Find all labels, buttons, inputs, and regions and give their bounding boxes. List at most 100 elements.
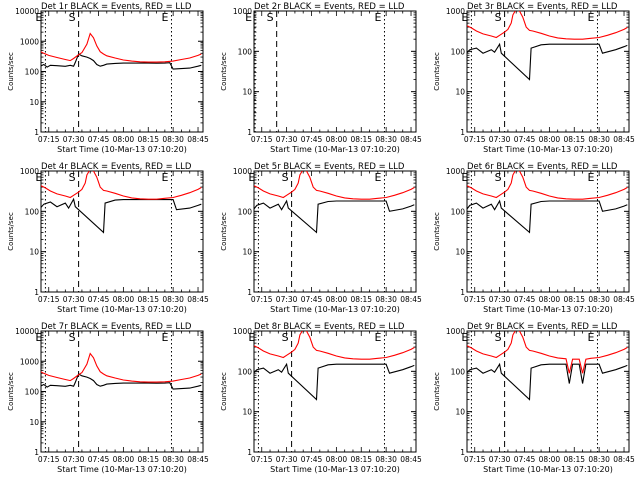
lld-series-line	[41, 352, 202, 383]
detector-panel: Det 2r BLACK = Events, RED = LLD 1 10 100 10…	[220, 2, 422, 154]
chart-title: Det 4r BLACK = Events, RED = LLD	[41, 162, 192, 172]
x-tick-label: 08:15	[563, 295, 585, 304]
events-series-line	[41, 53, 202, 70]
x-tick-label: 08:45	[400, 455, 422, 464]
events-series-line	[41, 373, 202, 390]
x-tick-label: 07:45	[301, 455, 323, 464]
marker-label: S	[69, 171, 76, 184]
y-tick-label: 10	[242, 248, 252, 257]
x-tick-label: 08:15	[350, 135, 372, 144]
lld-series-line	[467, 11, 628, 40]
marker-label: E	[161, 331, 168, 344]
marker-label: E	[374, 171, 381, 184]
x-tick-label: 07:45	[301, 295, 323, 304]
chart-title: Det 8r BLACK = Events, RED = LLD	[254, 322, 405, 332]
x-axis-label: Start Time (10-Mar-13 07:10:20)	[57, 305, 187, 314]
x-tick-label: 07:30	[276, 455, 298, 464]
marker-label: E	[374, 331, 381, 344]
x-tick-label: 07:15	[464, 135, 486, 144]
y-tick-label: 100	[238, 207, 253, 216]
marker-label: E	[245, 11, 252, 24]
plot-frame	[253, 170, 417, 293]
x-tick-label: 08:00	[539, 455, 561, 464]
x-tick-label: 08:00	[539, 295, 561, 304]
y-tick-label: 1000	[446, 327, 465, 336]
x-tick-label: 08:15	[563, 135, 585, 144]
y-tick-label: 100	[25, 68, 40, 77]
x-tick-label: 07:45	[88, 135, 110, 144]
y-tick-label: 1000	[20, 167, 39, 176]
y-tick-label: 10	[29, 248, 39, 257]
events-series-line	[254, 362, 415, 401]
events-series-line	[254, 199, 415, 234]
x-tick-label: 08:45	[400, 295, 422, 304]
x-tick-label: 08:45	[613, 295, 635, 304]
y-axis-label: Counts/sec	[220, 212, 228, 251]
y-tick-label: 1	[247, 128, 252, 137]
y-tick-label: 100	[238, 367, 253, 376]
x-tick-label: 08:45	[187, 135, 209, 144]
y-tick-label: 100	[451, 207, 466, 216]
y-tick-label: 1000	[20, 357, 39, 366]
x-tick-label: 08:45	[400, 135, 422, 144]
y-tick-label: 100	[451, 47, 466, 56]
x-axis-label: Start Time (10-Mar-13 07:10:20)	[483, 145, 613, 154]
x-tick-label: 08:15	[563, 455, 585, 464]
x-tick-label: 07:30	[276, 295, 298, 304]
x-tick-label: 07:30	[63, 295, 85, 304]
plot-frame	[40, 170, 204, 293]
y-tick-label: 100	[451, 367, 466, 376]
marker-label: S	[495, 331, 502, 344]
y-tick-label: 10	[29, 98, 39, 107]
y-tick-label: 10	[455, 88, 465, 97]
detector-panel: Det 5r BLACK = Events, RED = LLD 1 10 100 10…	[220, 162, 422, 314]
y-tick-label: 10000	[15, 327, 39, 336]
x-tick-label: 08:15	[350, 455, 372, 464]
marker-label: E	[461, 331, 468, 344]
plot-frame	[466, 330, 630, 453]
x-tick-label: 07:45	[514, 295, 536, 304]
y-axis-label: Counts/sec	[220, 52, 228, 91]
chart-title: Det 7r BLACK = Events, RED = LLD	[41, 322, 192, 332]
lld-series-line	[254, 171, 415, 200]
x-tick-label: 07:15	[251, 295, 273, 304]
detector-panel: Det 6r BLACK = Events, RED = LLD 1 10 100 10…	[433, 162, 635, 314]
plot-frame	[40, 10, 204, 133]
x-tick-label: 08:45	[187, 455, 209, 464]
x-tick-label: 08:00	[539, 135, 561, 144]
x-tick-label: 08:00	[326, 135, 348, 144]
y-tick-label: 1	[34, 128, 39, 137]
x-tick-label: 07:15	[38, 295, 60, 304]
y-tick-label: 1000	[233, 167, 252, 176]
chart-title: Det 2r BLACK = Events, RED = LLD	[254, 2, 405, 12]
lld-series-line	[41, 32, 202, 63]
lld-series-line	[254, 331, 415, 360]
y-tick-label: 1	[247, 448, 252, 457]
x-tick-label: 08:00	[113, 295, 135, 304]
x-tick-label: 08:30	[162, 455, 184, 464]
detector-panel: Det 4r BLACK = Events, RED = LLD 1 10 100 10…	[7, 162, 209, 314]
y-tick-label: 10	[242, 88, 252, 97]
y-tick-label: 1000	[233, 7, 252, 16]
events-series-line	[467, 199, 628, 234]
lld-series-line	[467, 331, 628, 374]
x-tick-label: 07:45	[301, 135, 323, 144]
x-tick-label: 07:15	[38, 455, 60, 464]
x-tick-label: 08:30	[162, 135, 184, 144]
y-tick-label: 1	[460, 448, 465, 457]
marker-label: E	[374, 11, 381, 24]
marker-label: E	[248, 171, 255, 184]
x-tick-label: 08:15	[137, 295, 159, 304]
x-tick-label: 08:00	[113, 455, 135, 464]
x-tick-label: 07:45	[514, 455, 536, 464]
y-axis-label: Counts/sec	[220, 372, 228, 411]
marker-label: E	[161, 171, 168, 184]
events-series-line	[467, 362, 628, 401]
x-tick-label: 07:15	[464, 455, 486, 464]
lld-series-line	[467, 171, 628, 200]
y-tick-label: 1000	[20, 37, 39, 46]
marker-label: E	[35, 171, 42, 184]
y-tick-label: 10	[242, 408, 252, 417]
chart-title: Det 5r BLACK = Events, RED = LLD	[254, 162, 405, 172]
